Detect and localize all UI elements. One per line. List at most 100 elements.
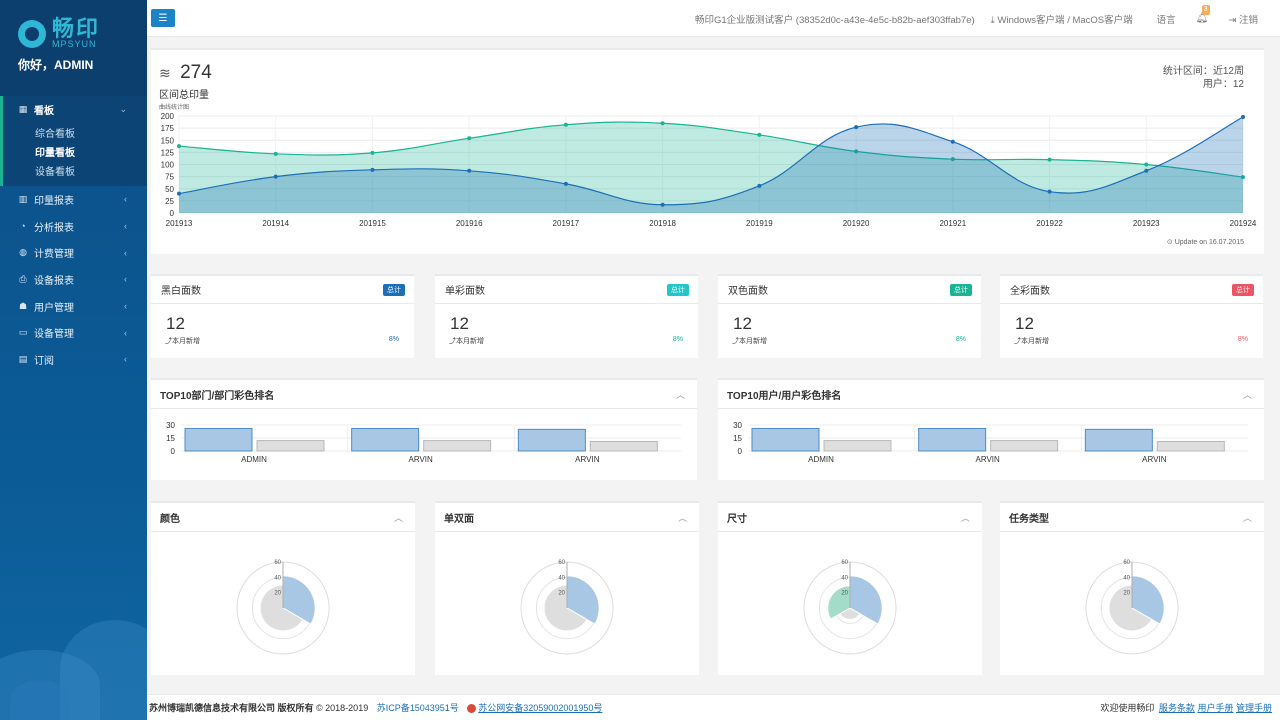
bar bbox=[351, 427, 420, 452]
collapse-chevron-up-icon[interactable]: ︿ bbox=[1242, 512, 1252, 523]
user-greeting: 你好，ADMIN bbox=[18, 58, 94, 72]
nav-item-6[interactable]: ▤ 订阅 ‹ bbox=[0, 346, 147, 373]
y-tick-label: 0 bbox=[170, 209, 175, 218]
update-text: Update on 16.07.2015 bbox=[1174, 239, 1244, 246]
footer-welcome: 欢迎使用畅印 bbox=[1100, 703, 1155, 713]
nav-item-4[interactable]: ☗ 用户管理 ‹ bbox=[0, 293, 147, 320]
arrow-up-icon: ⤴ bbox=[1014, 338, 1021, 345]
logo[interactable]: 畅印 MPSYUN bbox=[18, 18, 147, 49]
nav-item-5[interactable]: ▭ 设备管理 ‹ bbox=[0, 319, 147, 346]
chevron-left-icon: ‹ bbox=[124, 221, 127, 232]
data-point bbox=[467, 168, 472, 173]
data-point bbox=[177, 191, 181, 196]
polar-area-chart: 60 40 20 bbox=[1085, 560, 1179, 655]
collapse-chevron-up-icon[interactable]: ︿ bbox=[393, 512, 403, 523]
sub-item-overview[interactable]: 综合看板 bbox=[35, 129, 75, 140]
y-tick-label: 30 bbox=[733, 421, 742, 430]
dashboard-submenu: 综合看板 印量看板 设备看板 bbox=[0, 123, 147, 186]
logout-button[interactable]: ⇥ 注销 bbox=[1228, 12, 1258, 26]
y-tick-label: 25 bbox=[165, 197, 174, 206]
data-point bbox=[1144, 162, 1149, 167]
sub-item-device-board[interactable]: 设备看板 bbox=[35, 167, 75, 178]
chevron-left-icon: ‹ bbox=[124, 274, 127, 285]
data-point bbox=[273, 174, 278, 179]
download-clients-label: Windows客户端 / MacOS客户端 bbox=[997, 14, 1133, 26]
radar-tick-label: 40 bbox=[558, 575, 565, 581]
x-tick-label: 201924 bbox=[1230, 219, 1257, 226]
nav-item-3[interactable]: ⎙ 设备报表 ‹ bbox=[0, 266, 147, 293]
stat-title: 全彩面数 bbox=[1010, 286, 1050, 297]
data-point bbox=[370, 167, 375, 172]
grid-icon: ▦ bbox=[18, 104, 28, 114]
nav-item-label: 设备报表 bbox=[34, 275, 74, 287]
notification-count: 3 bbox=[1201, 5, 1210, 15]
admin-manual-link[interactable]: 管理手册 bbox=[1235, 703, 1272, 713]
data-point bbox=[854, 149, 859, 154]
sidebar: 畅印 MPSYUN 你好，ADMIN ▦ 看板 ⌄ 综合看板 印量看板 设备看板… bbox=[0, 0, 147, 720]
stat-value: 12 bbox=[166, 314, 185, 333]
stat-percent: 8% bbox=[672, 336, 683, 343]
download-clients-link[interactable]: ⤓ Windows客户端 / MacOS客户端 bbox=[991, 12, 1133, 26]
police-record-link[interactable]: 苏公网安备32059002001950号 bbox=[478, 703, 603, 713]
stat-card: 全彩面数 总计 12 ⤴本月新增 8% bbox=[1000, 274, 1263, 358]
dept-ranking-panel: TOP10部门/部门彩色排名 ︿ 30 15 0 ADMIN ARVIN ARVIN bbox=[151, 378, 697, 480]
collapse-chevron-up-icon[interactable]: ︿ bbox=[1242, 389, 1252, 400]
stat-badge: 总计 bbox=[383, 283, 405, 296]
user-manual-link[interactable]: 用户手册 bbox=[1197, 703, 1234, 713]
nav-item-0[interactable]: ▥ 印量报表 ‹ bbox=[0, 186, 147, 213]
stat-badge: 总计 bbox=[667, 283, 689, 296]
print-volume-panel: ≋ 274 区间总印量 曲线统计图 统计区间：近12周 用户：12 0 25 50 7… bbox=[151, 48, 1264, 254]
sub-item-print-volume[interactable]: 印量看板 bbox=[35, 148, 75, 159]
data-point bbox=[950, 157, 955, 162]
x-tick-label: ARVIN bbox=[409, 455, 434, 464]
stat-caption: 本月新增 bbox=[739, 338, 767, 345]
chevron-left-icon: ‹ bbox=[124, 354, 127, 365]
chevron-left-icon: ‹ bbox=[124, 194, 127, 205]
collapse-chevron-up-icon[interactable]: ︿ bbox=[675, 389, 685, 400]
radar-tick-label: 60 bbox=[1123, 560, 1130, 566]
bar-chart-icon: ▥ bbox=[18, 193, 28, 204]
icp-link[interactable]: 苏ICP备15043951号 bbox=[376, 703, 459, 713]
radar-tick-label: 40 bbox=[274, 575, 281, 581]
sidebar-background-art bbox=[0, 480, 147, 720]
data-point bbox=[467, 136, 472, 141]
chevron-down-icon: ⌄ bbox=[119, 104, 127, 114]
bar bbox=[256, 440, 325, 452]
stat-title: 双色面数 bbox=[728, 286, 768, 297]
radar-sector bbox=[259, 584, 304, 632]
collapse-chevron-up-icon[interactable]: ︿ bbox=[677, 512, 687, 523]
y-tick-label: 125 bbox=[161, 148, 175, 157]
stat-caption: 本月新增 bbox=[456, 338, 484, 345]
polar-area-chart: 60 40 20 bbox=[520, 560, 614, 655]
radar-sector bbox=[1131, 575, 1165, 625]
dept-ranking-bar-chart: 30 15 0 ADMIN ARVIN ARVIN bbox=[166, 421, 681, 464]
menu-toggle-button[interactable]: ☰ bbox=[151, 9, 175, 27]
nav-item-label: 分析报表 bbox=[34, 222, 74, 234]
stat-value: 12 bbox=[1015, 314, 1034, 333]
customer-name: 畅印G1企业版测试客户 (38352d0c-a43e-4e5c-b82b-aef… bbox=[694, 14, 975, 26]
bar bbox=[751, 427, 820, 452]
terms-link[interactable]: 服务条款 bbox=[1158, 703, 1195, 713]
radar-tick-label: 20 bbox=[274, 591, 281, 597]
data-point bbox=[177, 144, 181, 149]
bar bbox=[589, 440, 658, 452]
nav-item-dashboard[interactable]: ▦ 看板 ⌄ bbox=[0, 96, 147, 123]
x-tick-label: 201918 bbox=[649, 219, 676, 226]
radar-tick-label: 60 bbox=[841, 560, 848, 566]
chart-caption: 曲线统计图 bbox=[159, 105, 190, 111]
update-timestamp: ⊙ Update on 16.07.2015 bbox=[1167, 238, 1244, 246]
stat-percent: 8% bbox=[388, 336, 399, 343]
arrow-up-icon: ⤴ bbox=[732, 338, 739, 345]
chevron-left-icon: ‹ bbox=[124, 327, 127, 338]
language-menu[interactable]: 语言 bbox=[1156, 14, 1176, 26]
sign-out-icon: ⇥ bbox=[1228, 14, 1239, 26]
nav-item-1[interactable]: ◔ 分析报表 ‹ bbox=[0, 213, 147, 240]
nav-item-2[interactable]: ◍ 计费管理 ‹ bbox=[0, 239, 147, 266]
data-point bbox=[660, 121, 665, 126]
x-tick-label: 201913 bbox=[166, 219, 193, 226]
x-tick-label: 201914 bbox=[262, 219, 289, 226]
collapse-chevron-up-icon[interactable]: ︿ bbox=[960, 512, 970, 523]
notification-button[interactable]: 🔔︎ 3 bbox=[1196, 5, 1210, 24]
data-point bbox=[854, 125, 859, 130]
stat-card: 黑白面数 总计 12 ⤴本月新增 8% bbox=[151, 274, 414, 358]
